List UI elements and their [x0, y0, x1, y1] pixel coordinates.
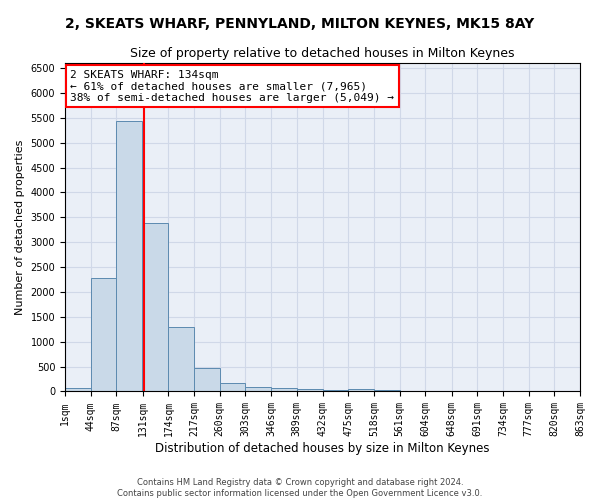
Bar	[245, 386, 271, 392]
Title: Size of property relative to detached houses in Milton Keynes: Size of property relative to detached ho…	[130, 48, 515, 60]
Bar	[65, 388, 91, 392]
Y-axis label: Number of detached properties: Number of detached properties	[15, 140, 25, 315]
Bar	[91, 278, 116, 392]
Bar	[348, 388, 374, 392]
Bar	[194, 368, 220, 392]
Text: 2 SKEATS WHARF: 134sqm
← 61% of detached houses are smaller (7,965)
38% of semi-: 2 SKEATS WHARF: 134sqm ← 61% of detached…	[70, 70, 394, 103]
Bar	[374, 390, 400, 392]
Bar	[297, 389, 323, 392]
Bar	[323, 390, 348, 392]
Text: Contains HM Land Registry data © Crown copyright and database right 2024.
Contai: Contains HM Land Registry data © Crown c…	[118, 478, 482, 498]
Bar	[400, 390, 425, 392]
Bar	[169, 326, 194, 392]
Bar	[143, 223, 169, 392]
Bar	[271, 388, 297, 392]
Text: 2, SKEATS WHARF, PENNYLAND, MILTON KEYNES, MK15 8AY: 2, SKEATS WHARF, PENNYLAND, MILTON KEYNE…	[65, 18, 535, 32]
Bar	[220, 384, 245, 392]
Bar	[116, 122, 142, 392]
X-axis label: Distribution of detached houses by size in Milton Keynes: Distribution of detached houses by size …	[155, 442, 490, 455]
